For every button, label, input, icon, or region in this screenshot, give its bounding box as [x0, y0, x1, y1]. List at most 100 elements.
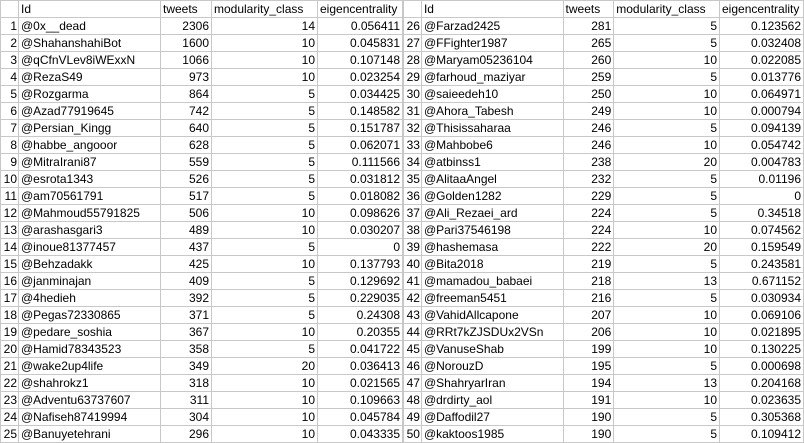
modularity-class-cell[interactable]: 10 [211, 374, 318, 392]
eigencentrality-cell[interactable]: 0.074562 [719, 221, 804, 239]
row-number[interactable]: 9 [0, 153, 19, 171]
modularity-class-cell[interactable]: 5 [613, 425, 720, 443]
modularity-class-cell[interactable]: 10 [211, 425, 318, 443]
modularity-class-header[interactable]: modularity_class [211, 0, 318, 18]
row-number[interactable]: 46 [403, 357, 422, 375]
modularity-class-cell[interactable]: 5 [211, 306, 318, 324]
eigencentrality-header[interactable]: eigencentrality [719, 0, 804, 18]
eigencentrality-cell[interactable]: 0.111566 [317, 153, 403, 171]
id-cell[interactable]: @Farzad2425 [420, 17, 564, 35]
eigencentrality-cell[interactable]: 0.032408 [719, 34, 804, 52]
modularity-class-cell[interactable]: 5 [613, 17, 720, 35]
eigencentrality-cell[interactable]: 0.159549 [719, 238, 804, 256]
row-number[interactable]: 15 [0, 255, 19, 273]
tweets-cell[interactable]: 219 [562, 255, 615, 273]
modularity-class-cell[interactable]: 20 [211, 357, 318, 375]
row-number[interactable]: 35 [403, 170, 422, 188]
tweets-cell[interactable]: 281 [562, 17, 615, 35]
eigencentrality-cell[interactable]: 0.098626 [317, 204, 403, 222]
row-number[interactable]: 31 [403, 102, 422, 120]
row-number[interactable]: 18 [0, 306, 19, 324]
row-number[interactable]: 37 [403, 204, 422, 222]
id-cell[interactable]: @Rozgarma [18, 85, 161, 103]
tweets-cell[interactable]: 218 [562, 272, 615, 290]
id-cell[interactable]: @NorouzD [420, 357, 564, 375]
row-number[interactable]: 24 [0, 408, 19, 426]
id-cell[interactable]: @kaktoos1985 [420, 425, 564, 443]
id-cell[interactable]: @RRt7kZJSDUx2VSn [420, 323, 564, 341]
row-number[interactable]: 8 [0, 136, 19, 154]
eigencentrality-cell[interactable]: 0.013776 [719, 68, 804, 86]
modularity-class-cell[interactable]: 10 [613, 136, 720, 154]
eigencentrality-cell[interactable]: 0.243581 [719, 255, 804, 273]
modularity-class-cell[interactable]: 10 [613, 340, 720, 358]
id-cell[interactable]: @drdirty_aol [420, 391, 564, 409]
row-number[interactable]: 45 [403, 340, 422, 358]
eigencentrality-cell[interactable]: 0.204168 [719, 374, 804, 392]
tweets-cell[interactable]: 265 [562, 34, 615, 52]
tweets-cell[interactable]: 207 [562, 306, 615, 324]
modularity-class-cell[interactable]: 10 [613, 323, 720, 341]
eigencentrality-cell[interactable]: 0.045784 [317, 408, 403, 426]
row-number[interactable]: 27 [403, 34, 422, 52]
eigencentrality-cell[interactable]: 0.151787 [317, 119, 403, 137]
id-cell[interactable]: @Bita2018 [420, 255, 564, 273]
row-number[interactable]: 48 [403, 391, 422, 409]
id-cell[interactable]: @Thisissaharaa [420, 119, 564, 137]
tweets-cell[interactable]: 318 [160, 374, 212, 392]
tweets-cell[interactable]: 437 [160, 238, 212, 256]
modularity-class-cell[interactable]: 10 [613, 102, 720, 120]
tweets-cell[interactable]: 206 [562, 323, 615, 341]
eigencentrality-cell[interactable]: 0.054742 [719, 136, 804, 154]
modularity-class-cell[interactable]: 5 [211, 238, 318, 256]
tweets-cell[interactable]: 216 [562, 289, 615, 307]
row-number[interactable]: 23 [0, 391, 19, 409]
row-number[interactable]: 10 [0, 170, 19, 188]
tweets-cell[interactable]: 224 [562, 204, 615, 222]
modularity-class-cell[interactable]: 10 [211, 221, 318, 239]
tweets-cell[interactable]: 526 [160, 170, 212, 188]
id-cell[interactable]: @pedare_soshia [18, 323, 161, 341]
modularity-class-cell[interactable]: 5 [211, 340, 318, 358]
eigencentrality-cell[interactable]: 0.004783 [719, 153, 804, 171]
modularity-class-cell[interactable]: 10 [613, 51, 720, 69]
row-number[interactable]: 4 [0, 68, 19, 86]
id-cell[interactable]: @Ali_Rezaei_ard [420, 204, 564, 222]
modularity-class-cell[interactable]: 5 [613, 204, 720, 222]
eigencentrality-cell[interactable]: 0.064971 [719, 85, 804, 103]
eigencentrality-cell[interactable]: 0.000794 [719, 102, 804, 120]
modularity-class-header[interactable]: modularity_class [613, 0, 720, 18]
eigencentrality-cell[interactable]: 0.031812 [317, 170, 403, 188]
row-number[interactable]: 20 [0, 340, 19, 358]
eigencentrality-cell[interactable]: 0.34518 [719, 204, 804, 222]
modularity-class-cell[interactable]: 5 [613, 255, 720, 273]
eigencentrality-cell[interactable]: 0.030207 [317, 221, 403, 239]
id-cell[interactable]: @ShahryarIran [420, 374, 564, 392]
tweets-cell[interactable]: 311 [160, 391, 212, 409]
eigencentrality-cell[interactable]: 0.01196 [719, 170, 804, 188]
eigencentrality-cell[interactable]: 0.022085 [719, 51, 804, 69]
modularity-class-cell[interactable]: 10 [211, 51, 318, 69]
id-cell[interactable]: @4hedieh [18, 289, 161, 307]
id-cell[interactable]: @Pegas72330865 [18, 306, 161, 324]
row-number[interactable]: 3 [0, 51, 19, 69]
row-number[interactable]: 30 [403, 85, 422, 103]
id-cell[interactable]: @VahidAllcapone [420, 306, 564, 324]
row-number[interactable]: 44 [403, 323, 422, 341]
eigencentrality-cell[interactable]: 0.20355 [317, 323, 403, 341]
eigencentrality-cell[interactable]: 0.109412 [719, 425, 804, 443]
row-number[interactable]: 28 [403, 51, 422, 69]
tweets-cell[interactable]: 640 [160, 119, 212, 137]
tweets-cell[interactable]: 199 [562, 340, 615, 358]
tweets-cell[interactable]: 425 [160, 255, 212, 273]
tweets-cell[interactable]: 489 [160, 221, 212, 239]
tweets-cell[interactable]: 973 [160, 68, 212, 86]
tweets-cell[interactable]: 190 [562, 408, 615, 426]
row-number[interactable]: 49 [403, 408, 422, 426]
tweets-cell[interactable]: 232 [562, 170, 615, 188]
eigencentrality-cell[interactable]: 0.123562 [719, 17, 804, 35]
modularity-class-cell[interactable]: 10 [211, 391, 318, 409]
id-cell[interactable]: @VanuseShab [420, 340, 564, 358]
id-cell[interactable]: @farhoud_maziyar [420, 68, 564, 86]
id-cell[interactable]: @Daffodil27 [420, 408, 564, 426]
